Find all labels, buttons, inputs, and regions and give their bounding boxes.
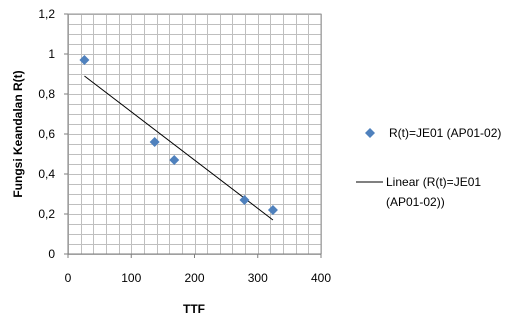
y-tick-label: 0,6 xyxy=(38,127,55,141)
legend-series-label: R(t)=JE01 (AP01-02) xyxy=(389,126,501,140)
y-tick-label: 0,2 xyxy=(38,207,55,221)
x-tick-label: 400 xyxy=(311,271,331,285)
x-tick-label: 300 xyxy=(248,271,268,285)
y-axis-title: Fungsi Keandalan R(t) xyxy=(11,70,25,197)
y-axis-ticks: 0 0,2 0,4 0,6 0,8 1 1,2 xyxy=(38,7,68,261)
x-axis-title: TTF xyxy=(183,302,205,316)
x-tick-label: 200 xyxy=(184,271,204,285)
legend-diamond-icon xyxy=(365,128,375,138)
x-tick-label: 0 xyxy=(65,271,72,285)
legend-trendline-label-line1: Linear (R(t)=JE01 xyxy=(386,175,481,189)
trendline xyxy=(84,75,274,221)
data-point xyxy=(239,195,250,205)
data-point xyxy=(149,137,160,147)
y-tick-label: 1,2 xyxy=(38,7,55,21)
x-axis-ticks: 0 100 200 300 400 xyxy=(65,254,331,285)
data-point xyxy=(267,205,278,215)
y-tick-label: 0,4 xyxy=(38,167,55,181)
data-point xyxy=(169,155,180,165)
y-tick-label: 0,8 xyxy=(38,87,55,101)
y-tick-label: 0 xyxy=(48,247,55,261)
y-tick-label: 1 xyxy=(48,47,55,61)
legend-trendline-label-line2: (AP01-02)) xyxy=(386,195,445,209)
data-point xyxy=(79,55,90,65)
grid xyxy=(68,14,322,255)
legend: R(t)=JE01 (AP01-02) Linear (R(t)=JE01 (A… xyxy=(356,126,501,209)
data-points xyxy=(79,55,278,215)
x-tick-label: 100 xyxy=(121,271,141,285)
